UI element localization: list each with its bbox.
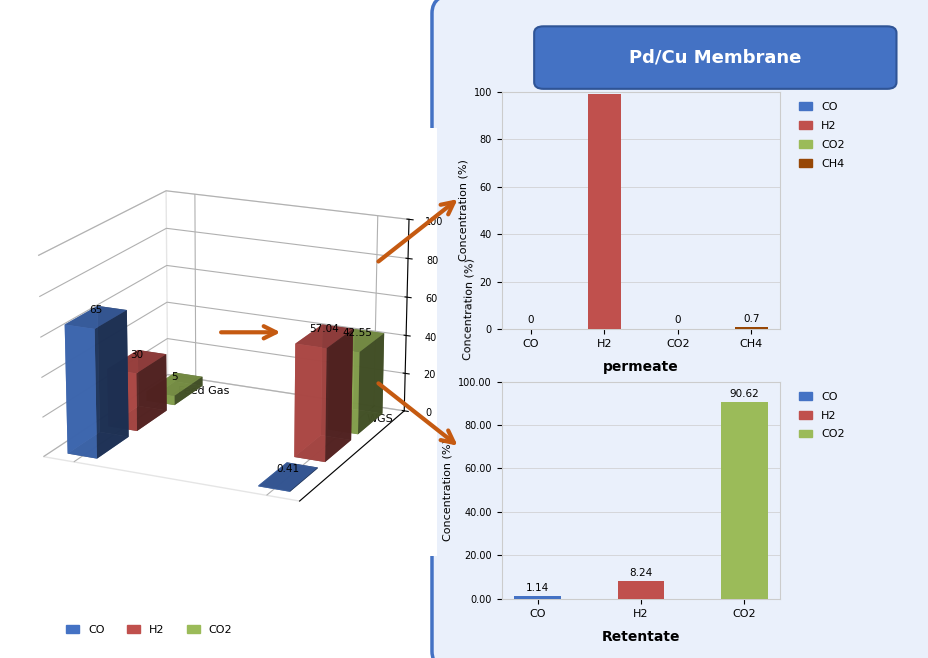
Legend: CO, H2, CO2: CO, H2, CO2 [61, 620, 237, 640]
Bar [734, 327, 767, 329]
Text: 99.3: 99.3 [592, 80, 615, 90]
X-axis label: permeate: permeate [602, 360, 678, 374]
Bar [587, 94, 620, 329]
Legend: CO, H2, CO2, CH4: CO, H2, CO2, CH4 [793, 97, 848, 173]
Text: 90.62: 90.62 [728, 389, 758, 399]
Bar [514, 596, 561, 599]
Bar [720, 402, 767, 599]
Bar [617, 581, 664, 599]
Y-axis label: Concentration (%): Concentration (%) [443, 440, 452, 541]
Text: 0.7: 0.7 [742, 314, 758, 324]
Legend: CO, H2, CO2: CO, H2, CO2 [793, 387, 848, 444]
Y-axis label: Concentration (%): Concentration (%) [458, 160, 468, 261]
Text: 8.24: 8.24 [628, 568, 652, 578]
Text: 0: 0 [674, 315, 680, 326]
Text: 1.14: 1.14 [525, 583, 548, 593]
Text: 0: 0 [527, 315, 534, 326]
X-axis label: Retentate: Retentate [601, 630, 679, 644]
Text: Pd/Cu Membrane: Pd/Cu Membrane [628, 48, 801, 66]
